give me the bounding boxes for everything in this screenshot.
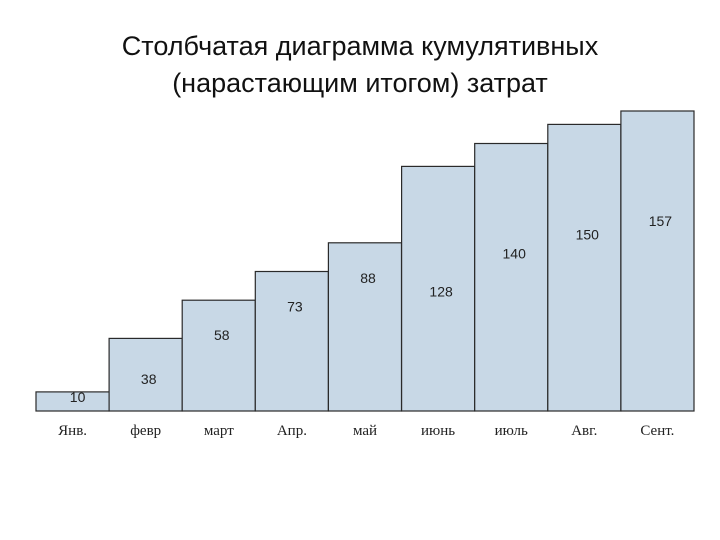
category-label-6: июнь bbox=[421, 423, 455, 439]
category-label-2: февр bbox=[130, 423, 161, 439]
value-label-8: 150 bbox=[576, 226, 600, 242]
category-label-8: Авг. bbox=[571, 423, 597, 439]
category-label-4: Апр. bbox=[277, 423, 307, 439]
category-label-5: май bbox=[353, 423, 377, 439]
value-label-1: 10 bbox=[70, 389, 86, 405]
value-label-5: 88 bbox=[360, 270, 376, 286]
value-label-4: 73 bbox=[287, 299, 303, 315]
bar-5 bbox=[327, 242, 403, 412]
bar-4 bbox=[254, 270, 330, 412]
category-label-9: Сент. bbox=[640, 423, 674, 439]
value-label-9: 157 bbox=[649, 213, 673, 229]
value-label-6: 128 bbox=[429, 283, 453, 299]
bar-7 bbox=[474, 142, 549, 412]
category-label-3: март bbox=[204, 423, 234, 439]
chart-title-line-1: Столбчатая диаграмма кумулятивных bbox=[121, 31, 599, 61]
bar-6 bbox=[401, 165, 476, 412]
chart-title: Столбчатая диаграмма кумулятивных (нарас… bbox=[0, 28, 720, 102]
value-label-2: 38 bbox=[141, 371, 157, 387]
bar-3 bbox=[181, 299, 256, 412]
value-label-7: 140 bbox=[503, 246, 527, 262]
category-label-1: Янв. bbox=[58, 423, 87, 439]
chart-title-line-2: (нарастающим итогом) затрат bbox=[172, 68, 548, 98]
value-label-3: 58 bbox=[214, 327, 230, 343]
bar-9 bbox=[620, 110, 695, 412]
category-label-7: июль bbox=[495, 423, 528, 439]
bar-8 bbox=[547, 123, 622, 412]
